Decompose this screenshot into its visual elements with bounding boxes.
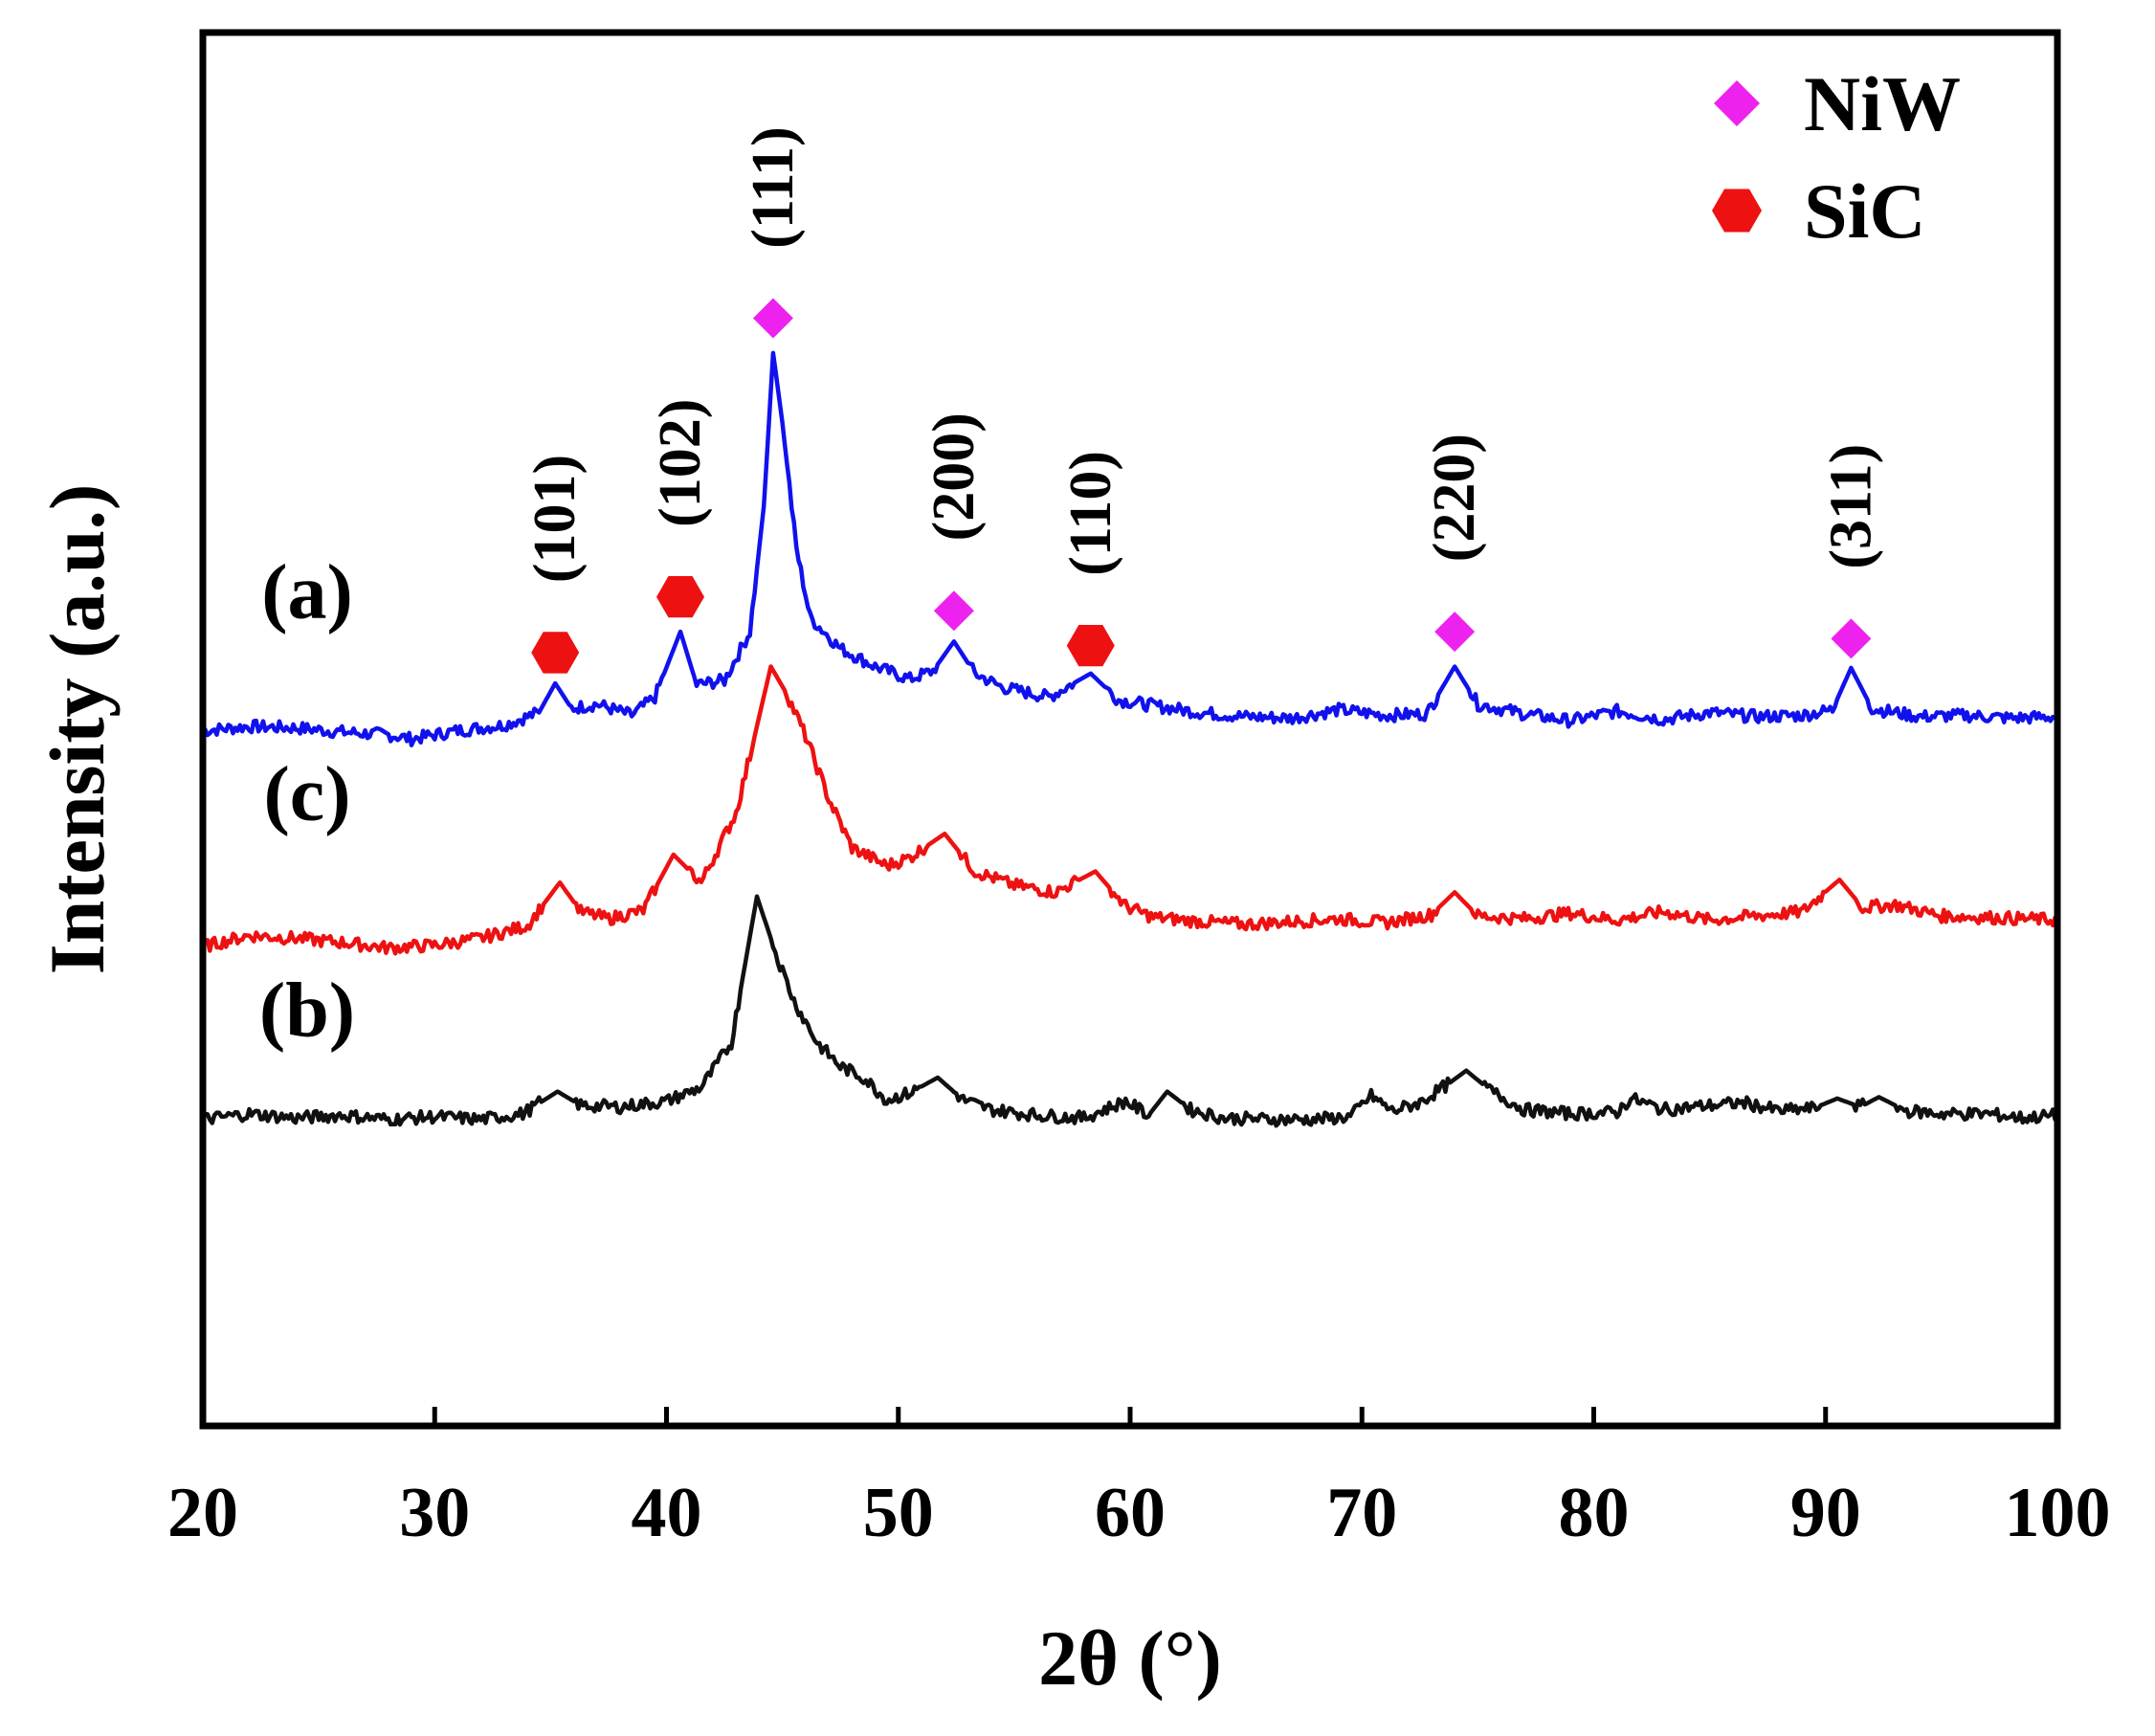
sic-peak-marker [531, 632, 580, 674]
y-axis-title: Intensity (a.u.) [33, 484, 121, 975]
niw-peak-marker [1831, 618, 1872, 659]
x-tick-label: 60 [1095, 1474, 1166, 1552]
annotation-layer: (101) (102) (111) (200) (110) (220) (311) [522, 126, 1883, 674]
x-axis-title: 2θ (°) [1038, 1614, 1222, 1702]
x-tick-label: 30 [399, 1474, 470, 1552]
miller-index-label: (220) [1422, 434, 1487, 562]
miller-index-label: (101) [522, 455, 588, 583]
miller-index-label: (111) [741, 126, 806, 248]
niw-peak-marker [752, 298, 793, 339]
miller-index-label: (311) [1818, 444, 1883, 569]
legend-niw-marker [1714, 80, 1760, 126]
series-layer: (a) (c) (b) [201, 350, 2059, 1128]
x-tick-label: 40 [632, 1474, 702, 1552]
x-tick-label: 70 [1326, 1474, 1397, 1552]
series-label: (b) [259, 966, 355, 1053]
series-line [201, 350, 2058, 747]
x-tick-label: 100 [2005, 1474, 2111, 1552]
niw-peak-marker [933, 590, 974, 632]
x-tick-label: 80 [1559, 1474, 1630, 1552]
series-label: (a) [261, 548, 353, 635]
x-tick-label: 50 [863, 1474, 934, 1552]
sic-peak-marker [1066, 625, 1115, 667]
legend-label: NiW [1804, 60, 1961, 147]
niw-peak-marker [1434, 612, 1476, 653]
miller-index-label: (110) [1058, 451, 1123, 576]
legend-sic-marker [1712, 189, 1762, 233]
series-line [201, 664, 2059, 956]
sic-peak-marker [656, 576, 704, 618]
legend-label: SiC [1804, 167, 1926, 255]
x-tick-label: 90 [1790, 1474, 1861, 1552]
series-label: (c) [264, 750, 351, 837]
miller-index-label: (102) [648, 399, 713, 527]
x-axis-ticks: 20 30 40 50 60 70 80 90 100 [167, 1407, 2111, 1552]
legend: NiW SiC [1712, 60, 1961, 255]
x-tick-label: 20 [167, 1474, 238, 1552]
miller-index-label: (200) [922, 412, 987, 541]
series-line [201, 894, 2059, 1128]
